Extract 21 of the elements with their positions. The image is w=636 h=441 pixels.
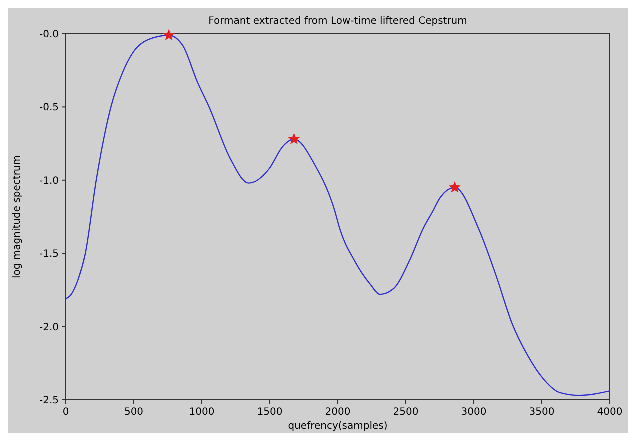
x-tick-label: 0 bbox=[62, 407, 70, 418]
y-tick-label: -1.5 bbox=[39, 249, 59, 260]
x-tick-label: 4000 bbox=[597, 407, 623, 418]
point bbox=[289, 134, 300, 144]
point bbox=[164, 30, 174, 40]
x-tick-label: 2500 bbox=[393, 407, 419, 418]
y-axis-title: log magnitude spectrum bbox=[12, 155, 23, 279]
x-tick-label: 3000 bbox=[461, 407, 487, 418]
y-tick-label: -2.5 bbox=[39, 396, 59, 406]
y-tick-label: -1.0 bbox=[39, 176, 59, 187]
y-tick-label: -2.0 bbox=[39, 322, 59, 334]
y-tick-label: -0.5 bbox=[39, 102, 59, 114]
x-tick-label: 3500 bbox=[529, 407, 555, 418]
y-tick-label: -0.0 bbox=[39, 30, 59, 40]
x-tick-label: 1500 bbox=[257, 407, 283, 418]
point bbox=[450, 182, 460, 192]
chart-title: Formant extracted from Low-time liftered Cepstrum bbox=[208, 16, 468, 27]
x-tick-label: 1000 bbox=[189, 407, 215, 418]
x-tick-label: 500 bbox=[124, 407, 144, 418]
x-tick-label: 2000 bbox=[325, 407, 351, 418]
x-axis-title: quefrency(samples) bbox=[288, 421, 388, 432]
